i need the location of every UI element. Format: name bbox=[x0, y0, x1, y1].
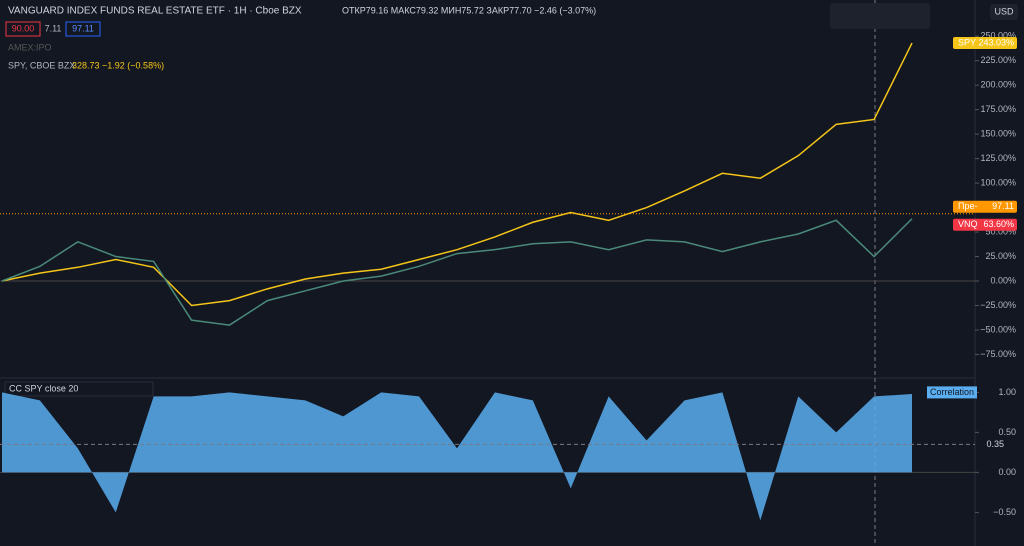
y-tick-label: 250.00% bbox=[980, 31, 1016, 41]
price-tag: 97.11 bbox=[992, 201, 1014, 211]
y-tick-label: −75.00% bbox=[980, 349, 1016, 359]
compare-value: 328.73 −1.92 (−0.58%) bbox=[72, 60, 164, 70]
series-name-tag: VNQ bbox=[958, 219, 978, 229]
price-tag-bg bbox=[953, 200, 1017, 213]
series-line bbox=[1, 42, 913, 307]
y-tick-label: −0.50 bbox=[993, 507, 1016, 517]
y-tick-label: 25.00% bbox=[985, 251, 1016, 261]
ask: 97.11 bbox=[72, 23, 94, 33]
spread: 7.11 bbox=[45, 23, 62, 33]
y-tick-label: 100.00% bbox=[980, 177, 1016, 187]
toolbar[interactable] bbox=[830, 3, 930, 29]
symbol2: AMEX:IPO bbox=[8, 42, 52, 52]
correlation-tag-bg bbox=[927, 386, 977, 399]
y-tick-label: 175.00% bbox=[980, 104, 1016, 114]
y-tick-label: 225.00% bbox=[980, 55, 1016, 65]
y-tick-label: 50.00% bbox=[985, 226, 1016, 236]
correlation-tag: Correlation bbox=[930, 387, 974, 397]
indicator: CC SPY close 20 bbox=[9, 383, 78, 393]
price-tag-name: Пре- bbox=[958, 201, 977, 211]
compare-symbol[interactable]: SPY, CBOE BZX bbox=[8, 60, 75, 70]
series-value-tag: 63.60% bbox=[983, 219, 1014, 229]
y-tick-label: 200.00% bbox=[980, 80, 1016, 90]
series-value-tag-bg bbox=[953, 37, 1017, 50]
y-tick-label: 0.50 bbox=[998, 427, 1016, 437]
ask-box[interactable] bbox=[65, 21, 101, 37]
y-tick-label: 125.00% bbox=[980, 153, 1016, 163]
y-tick-label: 1.00 bbox=[998, 387, 1016, 397]
ohlc: ОТКР79.16 МАКС79.32 МИН75.72 ЗАКР77.70 −… bbox=[342, 5, 596, 15]
series-value-tag-bg bbox=[953, 218, 1017, 231]
series-name-tag: SPY bbox=[958, 37, 976, 47]
currency: USD bbox=[994, 6, 1014, 16]
y-tick-label: −25.00% bbox=[980, 300, 1016, 310]
currency-box[interactable] bbox=[990, 4, 1018, 20]
y-tick-label: 0.00 bbox=[998, 467, 1016, 477]
y-tick-label: 150.00% bbox=[980, 129, 1016, 139]
series-line bbox=[1, 218, 913, 326]
series-value-tag: 243.03% bbox=[978, 37, 1014, 47]
y-tick-label: −50.00% bbox=[980, 324, 1016, 334]
symbol-title[interactable]: VANGUARD INDEX FUNDS REAL ESTATE ETF · 1… bbox=[8, 6, 302, 17]
correlation-area bbox=[2, 392, 912, 521]
marker-label: 0.35 bbox=[986, 439, 1004, 449]
bid: 90.00 bbox=[12, 23, 35, 33]
bid-box[interactable] bbox=[5, 21, 41, 37]
indicator-box[interactable] bbox=[4, 381, 154, 397]
y-tick-label: 0.00% bbox=[990, 275, 1016, 285]
